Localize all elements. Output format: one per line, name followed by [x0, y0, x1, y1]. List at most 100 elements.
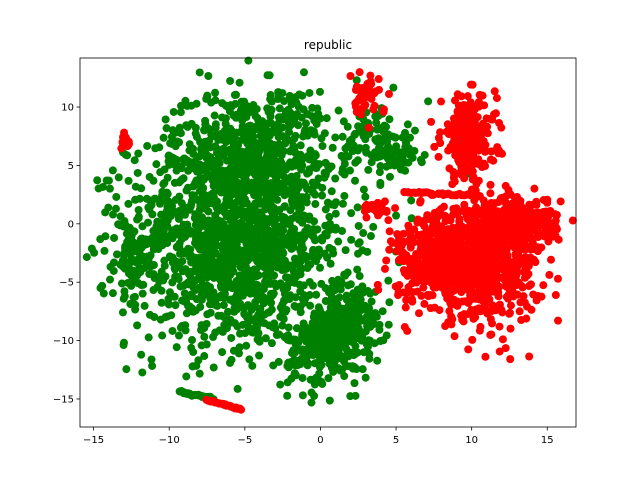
y-tick-label: −5	[59, 278, 74, 289]
scatter-point	[167, 205, 176, 214]
scatter-point	[486, 189, 495, 198]
points-layer	[82, 56, 577, 414]
scatter-point	[155, 199, 164, 208]
scatter-point	[395, 148, 404, 157]
scatter-point	[429, 280, 438, 289]
scatter-point	[435, 231, 444, 240]
scatter-point	[220, 272, 229, 281]
scatter-point	[468, 335, 477, 344]
scatter-point	[391, 204, 400, 213]
scatter-point	[551, 291, 560, 300]
scatter-point	[285, 128, 294, 137]
scatter-point	[283, 391, 292, 400]
scatter-point	[408, 297, 417, 306]
scatter-point	[207, 252, 216, 261]
scatter-point	[314, 252, 323, 261]
scatter-point	[318, 191, 327, 200]
scatter-point	[195, 269, 204, 278]
scatter-point	[187, 267, 196, 276]
scatter-point	[254, 271, 263, 280]
scatter-point	[238, 198, 247, 207]
scatter-point	[399, 266, 408, 275]
scatter-point	[436, 205, 445, 214]
scatter-point	[119, 294, 128, 303]
scatter-point	[285, 220, 294, 229]
scatter-point	[336, 281, 345, 290]
scatter-point	[239, 125, 248, 134]
scatter-point	[210, 111, 219, 120]
scatter-point	[407, 214, 416, 223]
scatter-point	[303, 169, 312, 178]
scatter-point	[183, 183, 192, 192]
scatter-point	[309, 188, 318, 197]
scatter-point	[113, 250, 122, 259]
scatter-point	[523, 268, 532, 277]
scatter-point	[291, 237, 300, 246]
scatter-point	[231, 243, 240, 252]
scatter-point	[342, 291, 351, 300]
scatter-point	[225, 176, 234, 185]
scatter-point	[204, 157, 213, 166]
scatter-point	[221, 114, 230, 123]
scatter-point	[118, 308, 127, 317]
scatter-point	[546, 206, 555, 215]
scatter-point	[546, 219, 555, 228]
scatter-point	[374, 85, 383, 94]
scatter-point	[395, 280, 404, 289]
scatter-point	[180, 323, 189, 332]
scatter-point	[425, 227, 434, 236]
scatter-point	[211, 88, 220, 97]
scatter-point	[401, 303, 410, 312]
scatter-point	[300, 328, 309, 337]
scatter-point	[291, 131, 300, 140]
scatter-point	[273, 195, 282, 204]
scatter-point	[147, 355, 156, 364]
scatter-point	[449, 114, 458, 123]
scatter-point	[108, 166, 117, 175]
scatter-point	[233, 305, 242, 314]
scatter-point	[226, 216, 235, 225]
scatter-point	[350, 363, 359, 372]
scatter-point	[298, 391, 307, 400]
scatter-point	[138, 289, 147, 298]
scatter-point	[518, 283, 527, 292]
scatter-point	[296, 150, 305, 159]
scatter-point	[312, 290, 321, 299]
scatter-point	[279, 285, 288, 294]
scatter-point	[93, 176, 102, 185]
scatter-point	[133, 321, 142, 330]
scatter-point	[211, 120, 220, 129]
scatter-point	[267, 215, 276, 224]
scatter-point	[297, 178, 306, 187]
scatter-point	[501, 276, 510, 285]
scatter-point	[369, 105, 378, 114]
scatter-point	[386, 159, 394, 168]
scatter-point	[328, 276, 337, 285]
scatter-point	[300, 291, 309, 300]
scatter-point	[304, 359, 313, 368]
scatter-point	[237, 97, 246, 106]
scatter-point	[243, 133, 252, 142]
scatter-point	[366, 232, 375, 241]
scatter-point	[268, 254, 277, 263]
scatter-point	[340, 159, 349, 168]
scatter-point	[175, 239, 184, 248]
scatter-point	[157, 298, 166, 307]
scatter-point	[486, 155, 495, 164]
scatter-point	[374, 134, 383, 143]
scatter-point	[229, 111, 238, 120]
scatter-point	[312, 180, 321, 189]
scatter-point	[423, 264, 432, 273]
scatter-point	[310, 380, 319, 389]
scatter-point	[87, 244, 96, 253]
scatter-point	[447, 320, 456, 329]
scatter-point	[274, 357, 283, 366]
scatter-point	[217, 283, 226, 292]
scatter-point	[152, 160, 161, 169]
scatter-point	[197, 193, 206, 202]
scatter-point	[367, 200, 376, 209]
scatter-point	[323, 253, 332, 262]
scatter-point	[269, 155, 278, 164]
scatter-point	[498, 149, 507, 158]
scatter-point	[498, 193, 507, 202]
